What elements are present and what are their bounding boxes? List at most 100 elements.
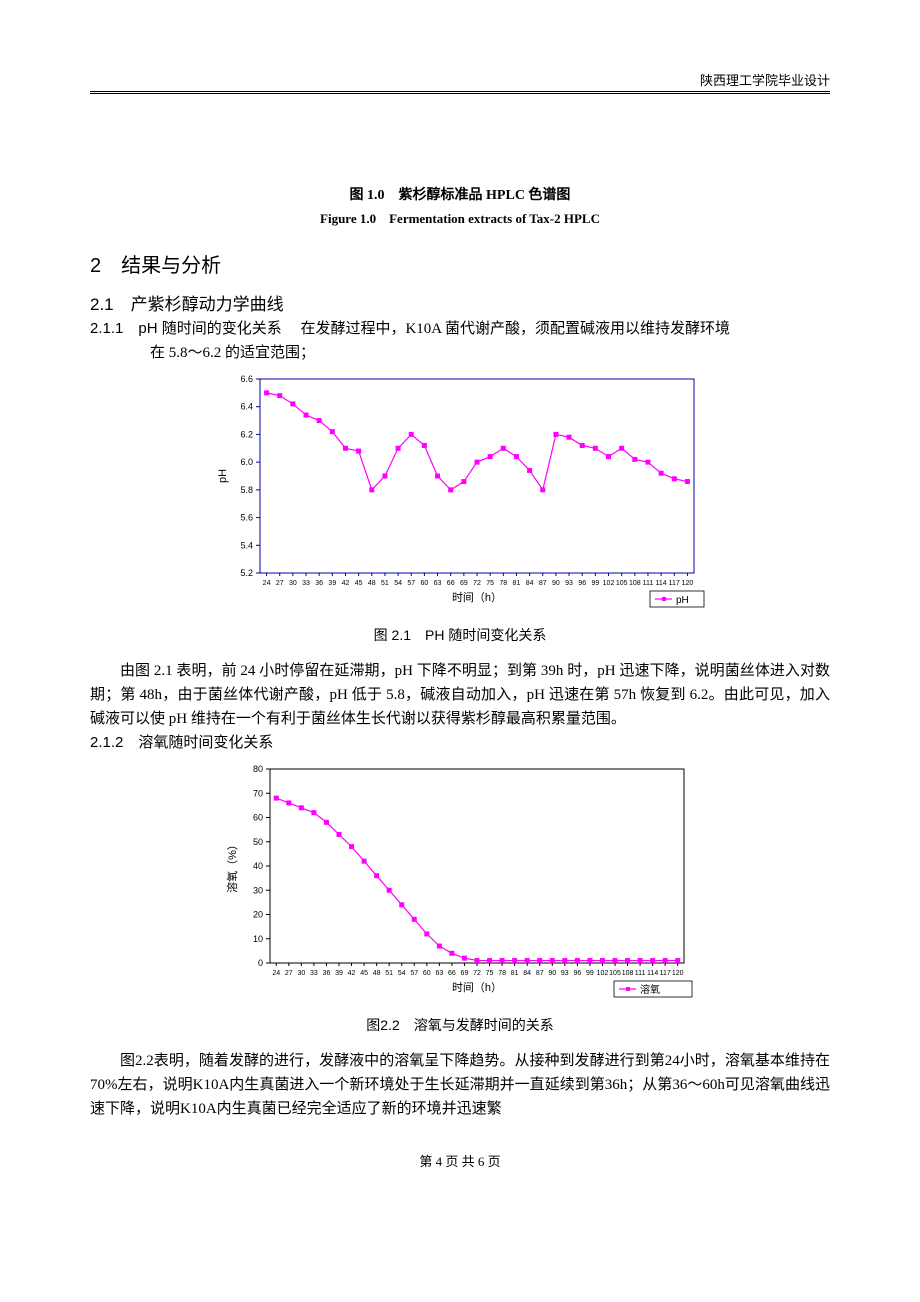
page-footer: 第 4 页 共 6 页: [90, 1151, 830, 1170]
svg-text:5.6: 5.6: [240, 513, 253, 523]
svg-text:66: 66: [447, 580, 455, 587]
chart-2-2-svg: 0102030405060708024273033363942454851545…: [220, 759, 700, 1009]
page-header-underline: [90, 93, 830, 94]
svg-text:60: 60: [423, 970, 431, 977]
svg-text:48: 48: [368, 580, 376, 587]
svg-text:99: 99: [586, 970, 594, 977]
svg-text:36: 36: [315, 580, 323, 587]
svg-text:75: 75: [486, 970, 494, 977]
svg-text:时间（h）: 时间（h）: [452, 591, 502, 604]
svg-text:33: 33: [302, 580, 310, 587]
chart-2-2-caption: 图2.2 溶氧与发酵时间的关系: [90, 1015, 830, 1035]
svg-text:108: 108: [622, 970, 634, 977]
svg-text:87: 87: [539, 580, 547, 587]
svg-text:93: 93: [561, 970, 569, 977]
svg-text:60: 60: [253, 813, 263, 823]
svg-text:33: 33: [310, 970, 318, 977]
svg-text:6.2: 6.2: [240, 429, 253, 439]
svg-text:50: 50: [253, 837, 263, 847]
svg-text:6.4: 6.4: [240, 402, 253, 412]
svg-text:111: 111: [635, 970, 646, 977]
svg-text:54: 54: [398, 970, 406, 977]
svg-text:39: 39: [328, 580, 336, 587]
svg-text:90: 90: [548, 970, 556, 977]
svg-text:69: 69: [461, 970, 469, 977]
svg-text:24: 24: [263, 580, 271, 587]
svg-text:57: 57: [410, 970, 418, 977]
svg-text:60: 60: [420, 580, 428, 587]
section-2-1-1-text-a: 在发酵过程中，K10A 菌代谢产酸，须配置碱液用以维持发酵环境: [300, 321, 730, 337]
svg-text:30: 30: [253, 885, 263, 895]
svg-text:40: 40: [253, 861, 263, 871]
svg-text:111: 111: [643, 580, 654, 587]
svg-text:102: 102: [603, 580, 615, 587]
svg-text:70: 70: [253, 788, 263, 798]
svg-text:5.2: 5.2: [240, 568, 253, 578]
svg-text:30: 30: [289, 580, 297, 587]
svg-text:6.0: 6.0: [240, 457, 253, 467]
svg-text:27: 27: [285, 970, 293, 977]
chart-2-1-caption: 图 2.1 PH 随时间变化关系: [90, 625, 830, 645]
svg-text:5.8: 5.8: [240, 485, 253, 495]
section-2-1-heading: 2.1 产紫杉醇动力学曲线: [90, 290, 830, 315]
svg-text:114: 114: [647, 970, 658, 977]
chart-2-1-svg: 5.2 5.4 5.6 5.8 6.0 6.2 6.4 6.6 24 27 30 33 36 39 42 45…: [210, 369, 710, 619]
svg-text:96: 96: [573, 970, 581, 977]
svg-text:84: 84: [526, 580, 534, 587]
para-after-chart-2-1: 由图 2.1 表明，前 24 小时停留在延滞期，pH 下降不明显；到第 39h …: [90, 659, 830, 731]
svg-text:溶氧: 溶氧: [640, 983, 660, 996]
svg-text:42: 42: [342, 580, 350, 587]
svg-text:51: 51: [381, 580, 389, 587]
svg-text:36: 36: [323, 970, 331, 977]
svg-text:57: 57: [407, 580, 415, 587]
svg-text:45: 45: [360, 970, 368, 977]
page-header-institution: 陕西理工学院毕业设计: [90, 70, 830, 92]
svg-text:69: 69: [460, 580, 468, 587]
svg-text:20: 20: [253, 910, 263, 920]
svg-text:63: 63: [434, 580, 442, 587]
svg-text:81: 81: [511, 970, 519, 977]
svg-text:pH: pH: [676, 595, 689, 606]
svg-text:27: 27: [276, 580, 284, 587]
chart-2-2-container: 0102030405060708024273033363942454851545…: [90, 759, 830, 1009]
svg-text:溶氧（%）: 溶氧（%）: [225, 839, 239, 893]
svg-text:81: 81: [513, 580, 521, 587]
section-2-1-1-para: 2.1.1 pH 随时间的变化关系 在发酵过程中，K10A 菌代谢产酸，须配置碱…: [90, 317, 830, 341]
svg-text:6.6: 6.6: [240, 374, 253, 384]
section-2-1-2-label: 2.1.2 溶氧随时间变化关系: [90, 734, 273, 751]
svg-text:114: 114: [656, 580, 667, 587]
section-2-heading: 2 结果与分析: [90, 249, 830, 278]
svg-text:80: 80: [253, 764, 263, 774]
section-2-1-2-para: 2.1.2 溶氧随时间变化关系: [90, 731, 830, 755]
figure-1-0-caption-en: Figure 1.0 Fermentation extracts of Tax-…: [90, 208, 830, 227]
svg-text:72: 72: [473, 580, 481, 587]
svg-text:72: 72: [473, 970, 481, 977]
svg-text:90: 90: [552, 580, 560, 587]
svg-text:105: 105: [609, 970, 621, 977]
svg-text:24: 24: [272, 970, 280, 977]
svg-text:51: 51: [385, 970, 393, 977]
figure-1-0-caption-cn: 图 1.0 紫杉醇标准品 HPLC 色谱图: [90, 184, 830, 204]
svg-text:时间（h）: 时间（h）: [452, 981, 502, 994]
svg-text:30: 30: [297, 970, 305, 977]
svg-text:96: 96: [578, 580, 586, 587]
svg-text:78: 78: [499, 580, 507, 587]
svg-text:108: 108: [629, 580, 641, 587]
svg-text:120: 120: [672, 970, 684, 977]
svg-text:78: 78: [498, 970, 506, 977]
svg-text:5.4: 5.4: [240, 540, 253, 550]
svg-text:93: 93: [565, 580, 573, 587]
svg-text:84: 84: [523, 970, 531, 977]
page: 陕西理工学院毕业设计 图 1.0 紫杉醇标准品 HPLC 色谱图 Figure …: [0, 0, 920, 1210]
section-2-1-1-label: 2.1.1 pH 随时间的变化关系: [90, 320, 282, 337]
svg-text:66: 66: [448, 970, 456, 977]
svg-text:pH: pH: [217, 469, 229, 483]
para-after-chart-2-2: 图2.2表明，随着发酵的进行，发酵液中的溶氧呈下降趋势。从接种到发酵进行到第24…: [90, 1049, 830, 1121]
svg-text:10: 10: [253, 934, 263, 944]
svg-text:75: 75: [486, 580, 494, 587]
svg-text:0: 0: [258, 958, 263, 968]
section-2-1-1-text-b: 在 5.8～6.2 的适宜范围；: [90, 341, 830, 365]
svg-text:87: 87: [536, 970, 544, 977]
chart-2-1-container: 5.2 5.4 5.6 5.8 6.0 6.2 6.4 6.6 24 27 30 33 36 39 42 45…: [90, 369, 830, 619]
svg-text:45: 45: [355, 580, 363, 587]
